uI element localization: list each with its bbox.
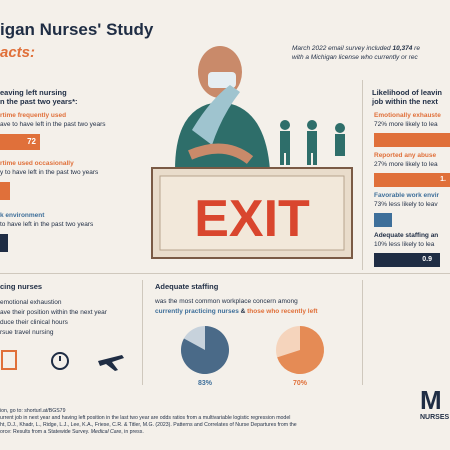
right-heading: Likelihood of leavin job within the next [372,88,442,106]
text: March 2022 email survey included [292,45,393,52]
practicing-heading: cing nurses [0,282,43,291]
item-text: 27% more likely to lea [374,161,438,168]
left-heading: eaving left nursing n the past two years*… [0,88,78,106]
divider [0,273,450,274]
staffing-text: was the most common workplace concern am… [155,298,298,305]
text: & [238,308,248,315]
item-title: rtime used occasionally [0,160,74,167]
text: with a Michigan license who currently or… [292,53,418,61]
value-bar: 0.9 [374,253,440,267]
survey-note: March 2022 email survey included 10,374 … [292,45,420,62]
text: those who recently left [247,308,318,315]
item-title: rtime frequently used [0,112,67,119]
logo-text: NURSES [420,414,450,421]
value-bar: 1. [374,173,450,187]
text: re [412,45,420,52]
text: emotional exhaustion [0,299,62,306]
value-box [0,182,10,200]
item-title: Adequate staffing an [374,232,439,239]
staffing-heading: Adequate staffing [155,282,219,291]
text: rsue travel nursing [0,329,54,336]
title: igan Nurses' Study [0,20,154,39]
divider [362,80,363,270]
item-title: Favorable work envir [374,192,440,199]
footer: ion, go to: shorturl.at/BGS79 urrent job … [0,408,297,436]
mask [208,72,236,88]
text: Likelihood of leavin [372,88,443,97]
sign-text: EXIT [194,190,310,248]
divider [362,280,363,385]
item-text: to have left in the past two years [0,221,94,228]
text: ion, go to: shorturl.at/BGS79 [0,408,66,414]
sign-inner [159,175,345,251]
item-text: ave to have left in the past two years [0,121,106,128]
text: eaving left nursing [0,88,67,97]
glove [192,85,240,145]
value-bar [374,213,392,227]
value-box: 72 [0,134,40,150]
practicing-list: emotional exhaustion ave their position w… [0,298,107,338]
text: urrent job in next year and having left … [0,415,291,421]
pie-label: 70% [293,380,308,387]
text: ht, D.J., Khadr, L., Ridge, L.J., Lee, K… [0,422,297,428]
item-title: k environment [0,212,45,219]
item-title: Reported any abuse [374,152,437,159]
value-box [0,234,8,252]
text: orce: Results from a Statewide Survey. [0,429,91,435]
text: , in press. [121,429,144,435]
text: 10,374 [392,45,413,52]
text: ave their position within the next year [0,309,107,316]
subtitle: acts: [0,44,36,61]
text: n the past two years*: [0,97,78,106]
item-text: y to have left in the past two years [0,169,99,176]
arm [188,143,254,165]
item-text: 72% more likely to lea [374,121,438,128]
item-title: Emotionally exhauste [374,112,441,119]
icons [1,350,124,371]
pie-label: 83% [198,380,213,387]
logo-mark: M [420,385,442,415]
text: Medical Care [90,429,122,435]
pies: 83% 70% [181,326,324,387]
pie-slice [277,326,324,374]
divider [142,280,143,385]
item-text: 73% less likely to leav [374,201,438,208]
pie-slice [181,326,229,374]
walkers [280,120,345,165]
text: job within the next [372,97,438,106]
item-text: 10% less likely to lea [374,241,435,248]
illustration: EXIT [151,46,353,259]
staffing-groups: currently practicing nurses & those who … [155,308,318,317]
text: currently practicing nurses [155,308,239,315]
value-bar [374,133,450,147]
text: duce their clinical hours [0,319,68,326]
